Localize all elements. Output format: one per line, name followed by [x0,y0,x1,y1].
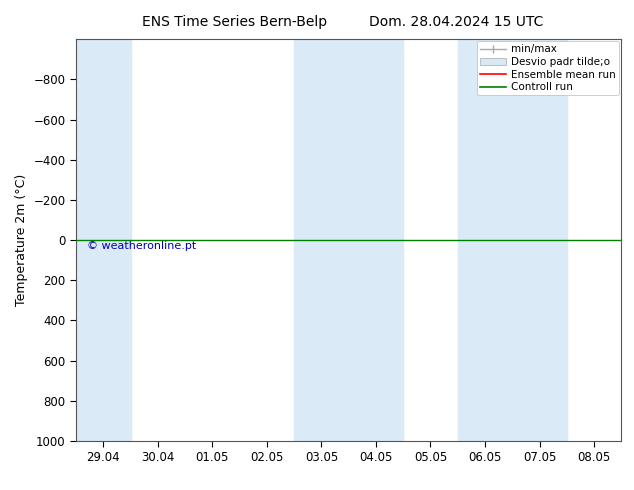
Text: © weatheronline.pt: © weatheronline.pt [87,241,197,251]
Legend: min/max, Desvio padr tilde;o, Ensemble mean run, Controll run: min/max, Desvio padr tilde;o, Ensemble m… [477,41,619,96]
Bar [458,39,567,441]
Text: ENS Time Series Bern-Belp: ENS Time Series Bern-Belp [142,15,327,29]
Text: Dom. 28.04.2024 15 UTC: Dom. 28.04.2024 15 UTC [369,15,544,29]
Bar [76,39,131,441]
Y-axis label: Temperature 2m (°C): Temperature 2m (°C) [15,174,28,306]
Bar [294,39,403,441]
